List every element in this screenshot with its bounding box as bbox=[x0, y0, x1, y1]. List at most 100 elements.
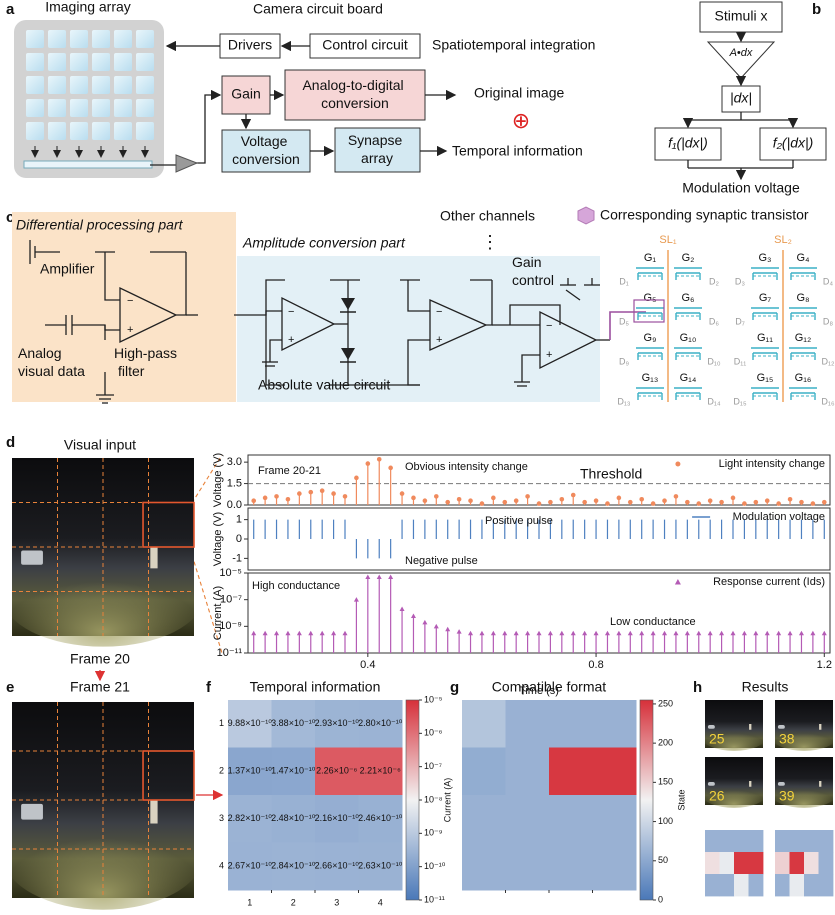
pixel bbox=[114, 53, 132, 71]
transistor bbox=[636, 347, 664, 360]
drain-label: D₉ bbox=[619, 356, 629, 366]
pixel bbox=[114, 99, 132, 117]
marker bbox=[365, 574, 371, 580]
cell-label: 1.37×10⁻¹⁰ bbox=[228, 766, 273, 776]
highlight bbox=[633, 299, 665, 323]
colorbar bbox=[405, 699, 420, 901]
cell bbox=[315, 795, 359, 843]
marker bbox=[673, 494, 679, 499]
y-tick-label: 1.5 bbox=[227, 477, 242, 489]
marker bbox=[547, 630, 553, 636]
transistor bbox=[674, 267, 702, 280]
gate-label: G₁ bbox=[644, 252, 657, 264]
pixel bbox=[136, 122, 154, 140]
state-cell bbox=[789, 874, 805, 897]
label: A•dx bbox=[729, 47, 753, 59]
headlight-glow bbox=[702, 724, 766, 751]
marker bbox=[331, 491, 336, 496]
marker bbox=[513, 630, 519, 636]
marker bbox=[342, 494, 348, 499]
marker bbox=[297, 491, 302, 496]
amplifier-icon bbox=[175, 154, 199, 173]
annotation: Obvious intensity change bbox=[405, 461, 528, 473]
label: Synapse array bbox=[348, 132, 406, 166]
diodes bbox=[340, 298, 356, 363]
marker bbox=[365, 461, 371, 466]
gate-label: G₁₃ bbox=[642, 372, 659, 384]
transistor bbox=[751, 387, 779, 400]
cell bbox=[462, 700, 506, 748]
marker bbox=[285, 630, 291, 636]
colorbar-label: 250 bbox=[658, 698, 673, 708]
marker bbox=[479, 501, 485, 506]
label-line: Analog-to-digital bbox=[302, 77, 403, 93]
transistor bbox=[789, 387, 817, 400]
region-highlight bbox=[142, 750, 195, 801]
pixel bbox=[48, 99, 66, 117]
pixel bbox=[26, 53, 44, 71]
marker bbox=[582, 630, 588, 636]
state-cell bbox=[734, 852, 749, 875]
cell bbox=[505, 747, 550, 796]
colorbar-label: 10⁻⁸ bbox=[424, 794, 443, 804]
marker bbox=[422, 498, 428, 504]
marker bbox=[741, 630, 747, 636]
panel-c: Differential processing part Amplitude c… bbox=[12, 206, 835, 406]
gate-label: G₈ bbox=[796, 292, 809, 304]
state-cell bbox=[748, 830, 764, 853]
state-cell bbox=[818, 852, 834, 875]
drain-label: D₁ bbox=[619, 276, 629, 286]
y-tick-label: 10⁻⁹ bbox=[219, 620, 242, 632]
marker bbox=[582, 499, 587, 505]
gate-label: G₁₄ bbox=[680, 372, 697, 384]
arrows bbox=[682, 31, 799, 181]
drain-label: D₁₆ bbox=[821, 396, 835, 406]
pixel bbox=[70, 53, 88, 71]
differential-region bbox=[12, 212, 236, 402]
label: |dx| bbox=[730, 90, 752, 106]
pixel bbox=[26, 30, 44, 48]
colorbar-label: 10⁻⁹ bbox=[424, 828, 443, 838]
marker bbox=[308, 630, 314, 636]
opamp-sign: − bbox=[436, 306, 442, 318]
x-tick-label: 0.8 bbox=[588, 659, 603, 671]
marker bbox=[479, 630, 485, 636]
state-cell bbox=[705, 830, 720, 853]
marker bbox=[719, 499, 724, 505]
label: f₂(|dx|) bbox=[773, 135, 814, 151]
annotation: Negative pulse bbox=[405, 555, 478, 567]
annotation: High conductance bbox=[252, 580, 340, 592]
marker bbox=[468, 498, 473, 504]
marker bbox=[456, 496, 462, 502]
label: Temporal information bbox=[452, 143, 583, 159]
legend-label: Light intensity change bbox=[719, 458, 825, 470]
marker bbox=[559, 630, 565, 636]
drain-label: D₁₂ bbox=[821, 356, 835, 366]
cell bbox=[462, 795, 506, 843]
cell-label: 2.63×10⁻¹⁰ bbox=[358, 861, 403, 871]
source-line-label: SL₂ bbox=[774, 234, 792, 246]
cell-label: 3.88×10⁻¹⁰ bbox=[271, 718, 316, 728]
label-line: visual data bbox=[18, 363, 85, 379]
legend-swatch bbox=[674, 579, 681, 585]
marker bbox=[662, 498, 667, 504]
panel-label: a bbox=[6, 1, 15, 18]
pixel bbox=[70, 99, 88, 117]
marker bbox=[354, 475, 359, 481]
marker bbox=[787, 496, 793, 502]
label: Analog-to-digital conversion bbox=[302, 77, 407, 111]
label-line: High-pass bbox=[114, 345, 177, 361]
marker bbox=[605, 501, 610, 506]
marker bbox=[525, 630, 531, 636]
marker bbox=[342, 630, 348, 636]
cell bbox=[549, 747, 593, 796]
adc-box bbox=[284, 69, 426, 121]
marker bbox=[684, 630, 690, 636]
transistor-icon bbox=[577, 206, 595, 225]
marker bbox=[285, 496, 291, 502]
label: Visual input bbox=[64, 437, 136, 453]
headlight-glow bbox=[772, 781, 835, 808]
label: Analog visual data bbox=[18, 345, 85, 379]
opamp-sign: − bbox=[127, 295, 133, 307]
marker bbox=[593, 630, 599, 636]
